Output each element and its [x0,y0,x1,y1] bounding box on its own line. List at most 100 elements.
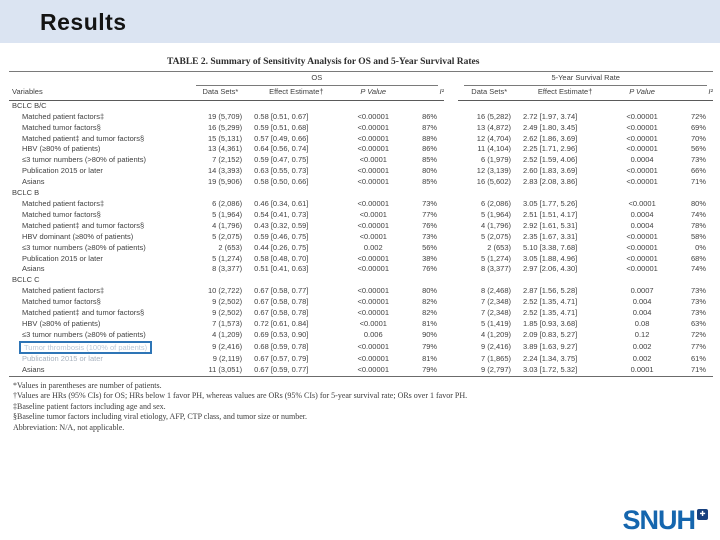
data-cell: 0.58 [0.50, 0.66] [254,177,309,187]
data-cell: 77% [690,341,706,351]
row-label: Matched patient‡ and tumor factors§ [22,133,145,143]
spacer-cell [444,243,458,254]
data-cell: <0.00001 [626,122,658,132]
data-cell: 9 (2,416) [212,341,243,351]
table-row: Matched patient factors‡ 6 (2,086) 0.46 [0… [9,199,713,210]
data-cell: 80% [422,166,438,176]
spacer-cell [444,319,458,330]
col-header-pvalue-5yr: P Value [610,85,674,101]
row-label: Matched patient factors‡ [22,111,105,121]
data-cell: 10 (2,722) [207,286,243,296]
data-cell: 0.0004 [630,155,654,165]
data-cell: 63% [690,318,706,328]
data-cell: 5 (1,274) [212,253,243,263]
spacer-cell [444,365,458,376]
table-row: Publication 2015 or later 5 (1,274) 0.58 [… [9,254,713,265]
row-label: Matched patient factors‡ [22,286,105,296]
results-table: OS 5-Year Survival Rate Variables Data S… [9,70,713,377]
data-cell: <0.00001 [626,144,658,154]
data-cell: <0.00001 [626,231,658,241]
section-row: BCLC B [9,188,713,199]
data-cell: <0.00001 [626,133,658,143]
data-cell: 0.67 [0.57, 0.79] [254,353,309,363]
data-cell: 3.89 [1.63, 9.27] [523,341,578,351]
spacer-cell [444,166,458,177]
data-cell: 8 (3,377) [212,264,243,274]
spacer-cell [444,123,458,134]
group-5yr-label: 5-Year Survival Rate [464,73,707,86]
data-cell: <0.00001 [626,264,658,274]
data-cell: <0.0001 [359,155,387,165]
data-cell: 2.25 [1.71, 2.96] [523,144,578,154]
data-cell: <0.0001 [359,231,387,241]
data-cell: 2.24 [1.34, 3.75] [523,353,578,363]
data-cell: 4 (1,209) [480,329,511,339]
data-cell: 8 (3,377) [480,264,511,274]
column-header-row: Variables Data Sets* Effect Estimate† P … [9,85,713,101]
data-cell: 4 (1,796) [480,220,511,230]
data-cell: <0.00001 [357,144,390,154]
data-cell: <0.00001 [357,198,390,208]
data-cell: <0.00001 [357,286,390,296]
data-cell: 9 (2,416) [480,341,511,351]
data-cell: 11 (3,051) [208,364,243,374]
data-cell: 76% [422,264,438,274]
data-cell: 0.67 [0.58, 0.78] [254,297,309,307]
data-cell: 0.59 [0.47, 0.75] [254,155,309,165]
data-cell: 16 (5,602) [476,177,511,187]
data-cell: 78% [690,220,706,230]
data-cell: 76% [422,220,438,230]
data-cell: 85% [422,155,438,165]
spacer-cell [444,297,458,308]
row-label: Matched patient factors‡ [22,198,105,208]
data-cell: 73% [690,297,706,307]
data-cell: 71% [690,177,706,187]
table-row: Publication 2015 or later 14 (3,393) 0.63 … [9,166,713,177]
table-row: Matched tumor factors§ 5 (1,964) 0.54 [0.4… [9,210,713,221]
data-cell: 69% [690,122,706,132]
col-header-datasets-os: Data Sets* [189,85,252,101]
snuh-logo-mark-icon [697,509,708,520]
data-cell: 3.03 [1.72, 5.32] [523,364,578,374]
data-cell: 0.63 [0.55, 0.73] [254,166,309,176]
data-cell: 6 (2,086) [480,198,511,208]
data-cell: 2.92 [1.61, 5.31] [523,220,578,230]
data-cell: 79% [422,341,438,351]
data-cell: 7 (2,152) [212,155,243,165]
data-cell: 0.08 [634,318,650,328]
data-cell: 0.43 [0.32, 0.59] [254,220,309,230]
col-header-i2-5yr: I² [673,85,713,101]
row-label: Publication 2015 or later [22,353,103,363]
spacer-cell [444,354,458,365]
data-cell: 72% [690,111,706,121]
data-cell: 11 (4,104) [477,144,511,154]
data-cell: 0.67 [0.59, 0.77] [254,364,309,374]
table-row: ≤3 tumor numbers (>80% of patients) 7 (2,… [9,155,713,166]
data-cell: 0.0001 [630,364,654,374]
data-cell: <0.0001 [359,318,387,328]
table-row: Matched patient‡ and tumor factors§ 4 (1,… [9,221,713,232]
data-cell: 0.57 [0.49, 0.66] [254,133,309,143]
spacer-cell [444,232,458,243]
data-cell: 0.002 [632,341,652,351]
table-row: Matched patient‡ and tumor factors§ 15 (5… [9,134,713,145]
data-cell: 68% [690,253,706,263]
data-cell: 1.85 [0.93, 3.68] [523,318,578,328]
data-cell: 56% [422,242,438,252]
data-cell: 73% [422,198,438,208]
col-header-i2-os: I² [405,85,445,101]
section-label: BCLC C [12,275,40,285]
footnote: Abbreviation: N/A, not applicable. [13,422,125,432]
data-cell: 0.46 [0.34, 0.61] [254,198,309,208]
table-figure: TABLE 2. Summary of Sensitivity Analysis… [9,57,713,434]
data-cell: 86% [422,111,438,121]
data-cell: 2.52 [1.35, 4.71] [523,308,578,318]
group-header-5yr: 5-Year Survival Rate [458,70,713,86]
table-row: ≤3 tumor numbers (≥80% of patients) 2 (65… [9,243,713,254]
data-cell: 0.67 [0.58, 0.78] [254,308,309,318]
data-cell: <0.00001 [626,242,658,252]
data-cell: <0.00001 [357,111,390,121]
data-cell: 3.05 [1.88, 4.96] [523,253,578,263]
data-cell: 77% [422,209,438,219]
data-cell: 87% [422,122,438,132]
